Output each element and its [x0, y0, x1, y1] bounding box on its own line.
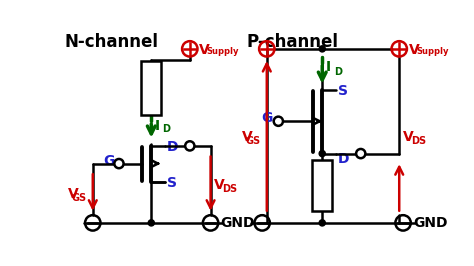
Text: V: V [68, 187, 79, 201]
Text: DS: DS [222, 184, 237, 194]
Circle shape [273, 117, 283, 126]
Text: V: V [199, 43, 210, 57]
Text: I: I [155, 119, 160, 133]
Text: D: D [334, 66, 342, 77]
Text: P-channel: P-channel [247, 34, 339, 51]
Text: R1: R1 [145, 79, 158, 97]
Text: S: S [337, 84, 347, 98]
Text: DS: DS [411, 136, 426, 146]
Text: I: I [326, 60, 331, 74]
Text: V: V [403, 130, 414, 144]
Text: Supply: Supply [207, 47, 239, 56]
Circle shape [319, 46, 325, 52]
Text: GS: GS [72, 193, 87, 203]
Text: R1: R1 [316, 176, 329, 195]
Text: D: D [167, 140, 178, 154]
Circle shape [114, 159, 124, 168]
Text: GND: GND [413, 216, 447, 230]
Text: V: V [214, 178, 225, 192]
Circle shape [319, 151, 325, 157]
Text: GND: GND [220, 216, 255, 230]
Circle shape [148, 220, 155, 226]
Text: S: S [167, 176, 177, 190]
Text: V: V [242, 130, 253, 144]
Text: D: D [162, 124, 170, 134]
Bar [141, 61, 161, 115]
Bar [312, 160, 332, 211]
Circle shape [319, 220, 325, 226]
Text: GS: GS [246, 136, 261, 146]
Text: G: G [261, 111, 273, 125]
Text: V: V [409, 43, 419, 57]
Circle shape [185, 141, 194, 151]
Text: D: D [337, 152, 349, 166]
Circle shape [356, 149, 365, 158]
Text: Supply: Supply [416, 47, 449, 56]
Text: G: G [103, 154, 115, 168]
Text: N-channel: N-channel [64, 34, 158, 51]
